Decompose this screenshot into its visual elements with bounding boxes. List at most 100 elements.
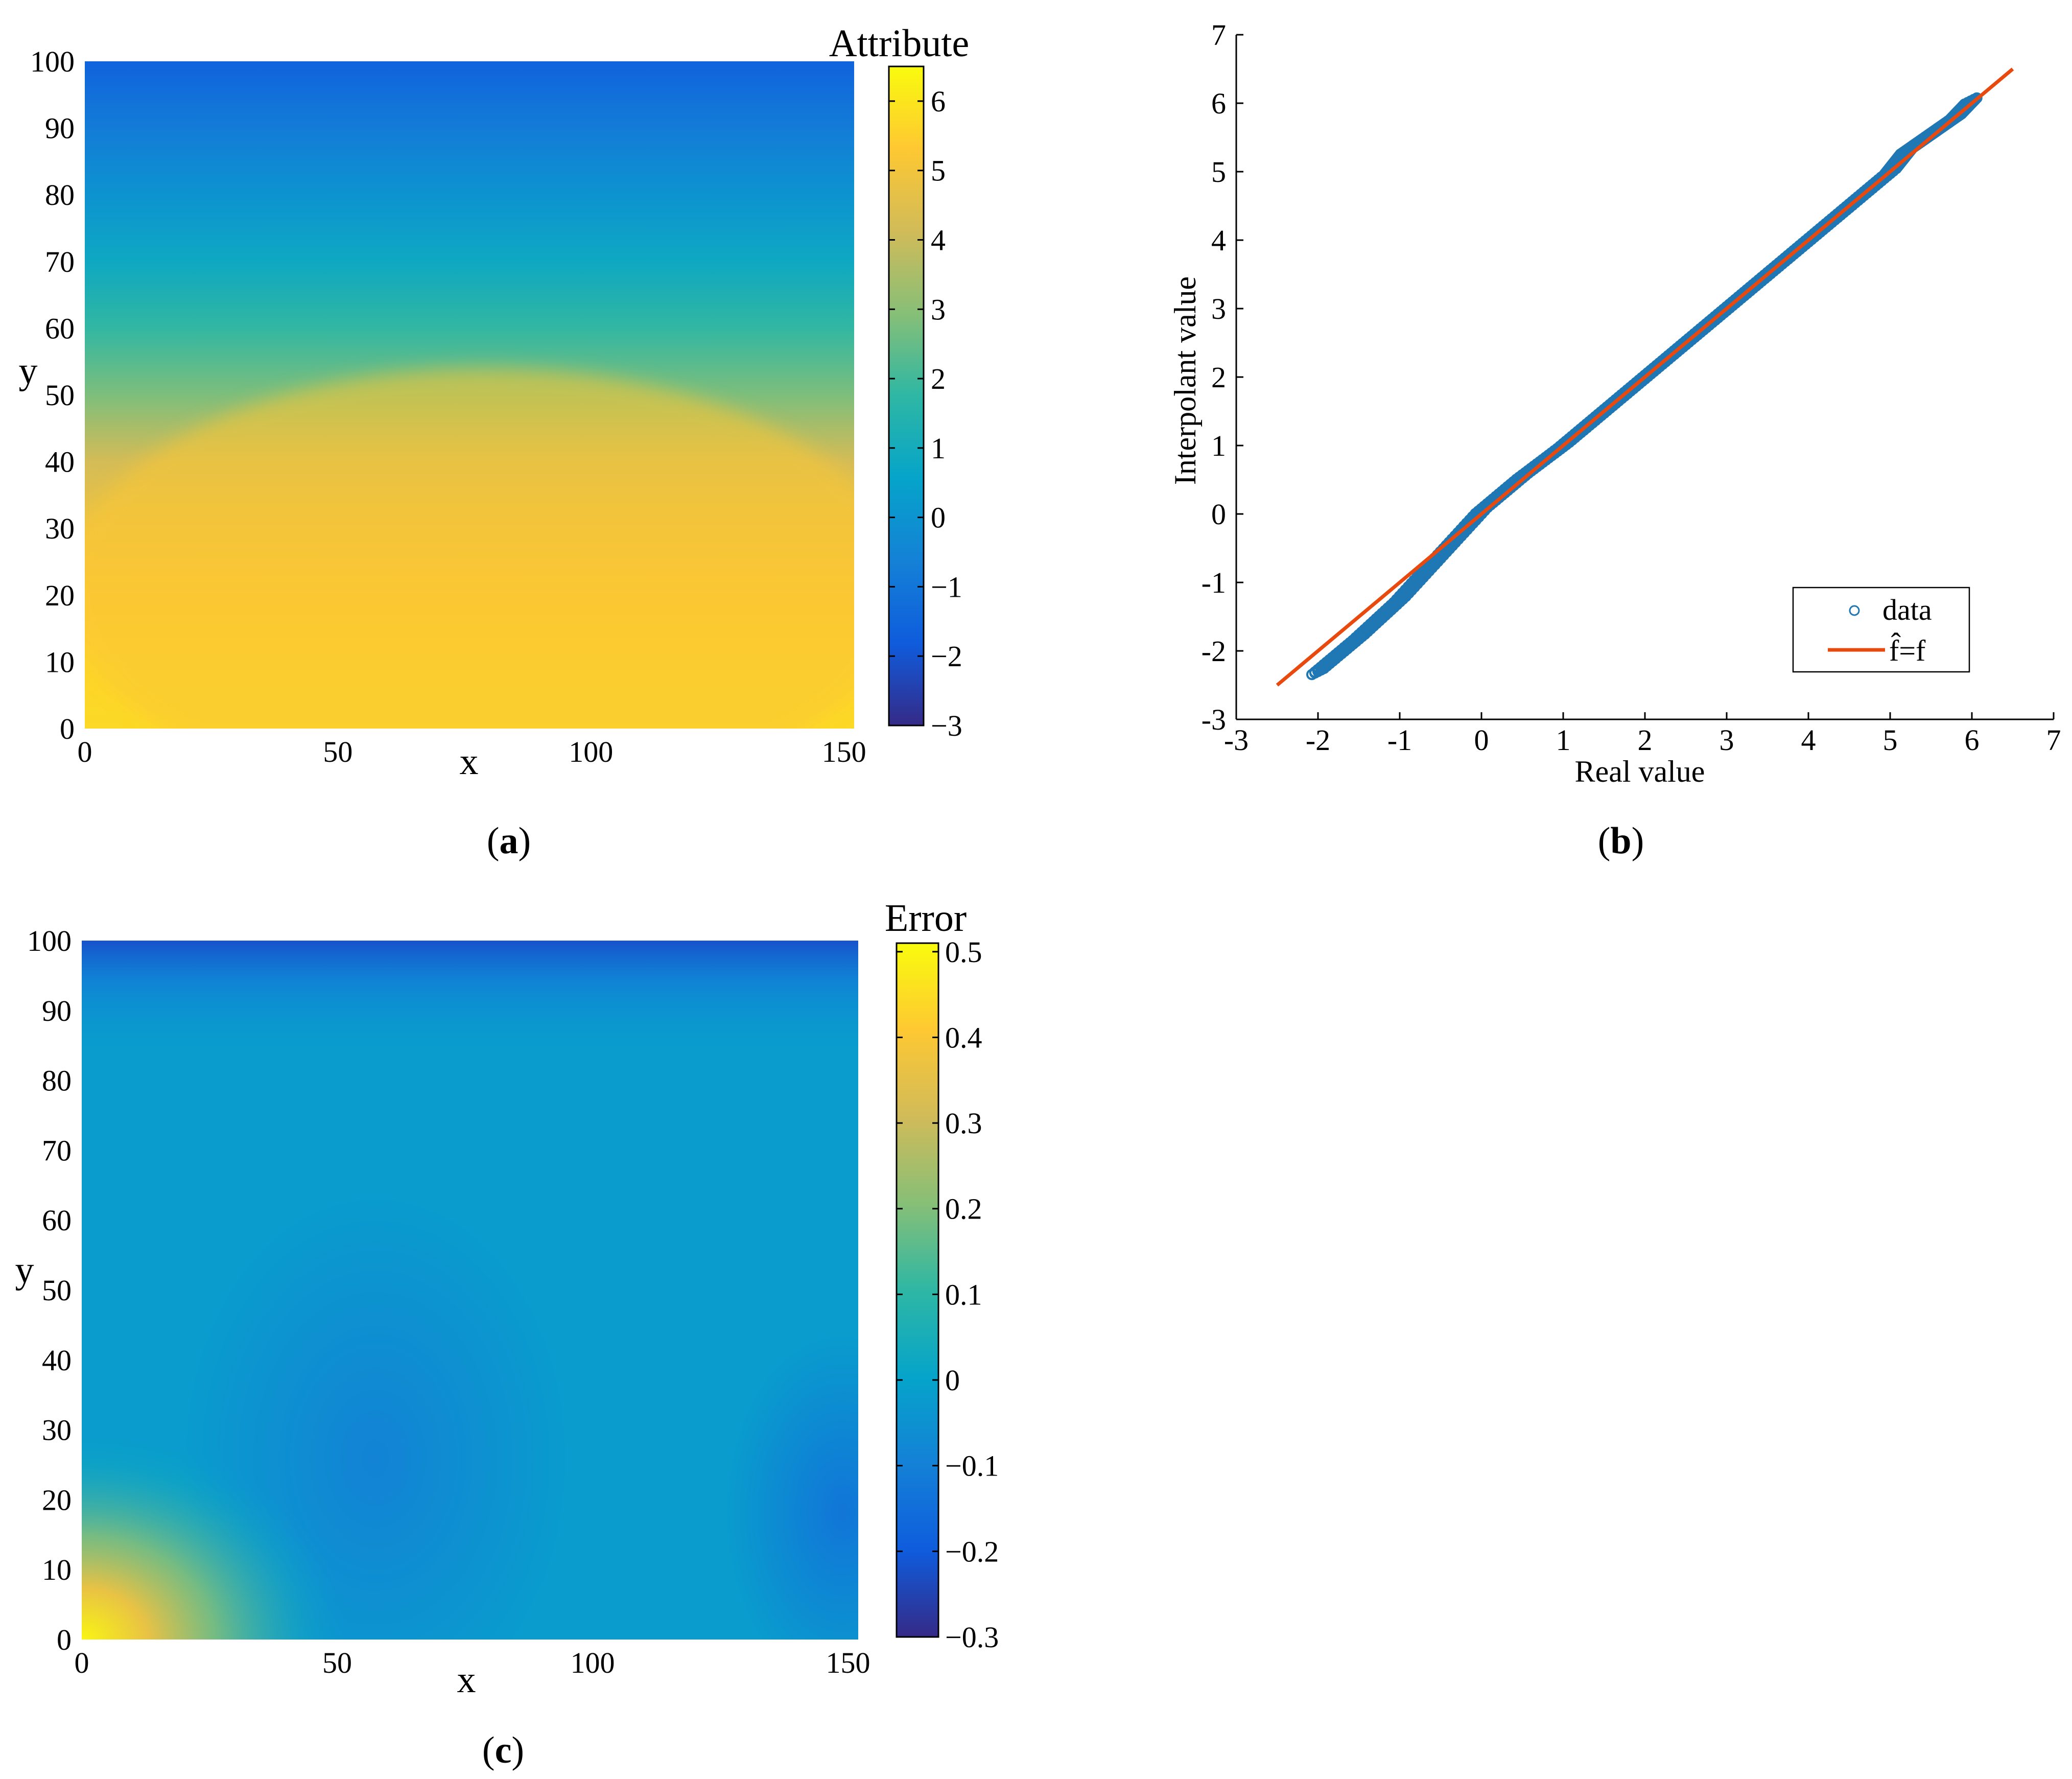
y-tick-label: 0 [60,712,75,745]
heatmap-c-corner-blob [82,1431,347,1640]
legend-b: data f̂=f [1792,587,1970,673]
x-tick-label: 50 [323,735,352,768]
x-tick-label-b: 1 [1556,723,1571,757]
y-tick-label: 100 [30,45,75,78]
panel-b: -3-3 -2 -2 -1 -1 0 0 1 1 2 2 3 3 4 4 5 5 6 6 7 7 data f̂=f R… [1168,18,2061,862]
heatmap-a-bump [85,368,854,729]
x-axis-label-a: x [460,741,479,783]
x-tick-label-b: 5 [1883,723,1898,757]
legend-data-marker [1849,605,1860,616]
y-tick-label: 50 [42,1274,72,1307]
y-tick-label: 80 [42,1064,72,1097]
y-tick-label-b: -3 [1202,703,1226,736]
axes-a: 0 50 100 150 0 10 20 30 40 50 60 70 80 90 100 [30,45,866,768]
y-tick-label-b: 4 [1211,224,1226,257]
legend-data-label: data [1882,593,1932,626]
x-tick-label-b: 2 [1638,723,1653,757]
y-tick-label: 70 [45,245,75,278]
x-tick-label: 150 [822,735,866,768]
y-tick-label: 90 [42,994,72,1027]
y-tick-label: 100 [27,924,72,957]
y-tick-label: 20 [42,1483,72,1516]
colorbar-a-tick-label: 2 [931,362,946,395]
y-tick-label: 30 [42,1414,72,1447]
colorbar-c-tick-label: 0.5 [945,935,982,969]
x-tick-label-b: 3 [1720,723,1734,757]
x-tick-label-b: 0 [1474,723,1489,757]
colorbar-c-tick-label: 0 [945,1364,960,1397]
y-tick-label: 10 [42,1553,72,1586]
x-tick-label-b: -3 [1224,723,1249,757]
y-tick-label: 40 [45,446,75,479]
scatter-data-b [1276,67,2014,687]
colorbar-a-tick-label: 6 [931,85,946,118]
y-tick-label: 50 [45,379,75,412]
y-tick-label-b: 5 [1211,155,1226,189]
y-tick-label-b: 6 [1211,87,1226,120]
colorbar-a-ticks: −3 −2 −1 0 1 2 3 4 5 6 [889,85,962,742]
y-axis-label-a: y [19,350,38,392]
colorbar-a-tick-label: −2 [931,640,962,673]
colorbar-c-tick-label: 0.4 [945,1021,982,1054]
colorbar-c-tick-label: 0.1 [945,1278,982,1311]
y-tick-label: 60 [42,1204,72,1237]
heatmap-error [82,941,858,1640]
x-tick-label: 150 [826,1646,870,1679]
colorbar-a-title: Attribute [829,22,969,65]
x-tick-label: 100 [569,735,613,768]
heatmap-a-arch [85,368,854,729]
colorbar-a-tick-label: 4 [931,223,946,256]
colorbar-c-tick-label: 0.3 [945,1107,982,1140]
colorbar-c-tick-label: 0.2 [945,1192,982,1226]
data-point [1971,92,1983,104]
x-axis-label-c: x [457,1659,476,1701]
axes-c: 0 50 100 150 0 10 20 30 40 50 60 70 80 90 100 [27,924,870,1679]
y-tick-label-b: 1 [1211,429,1226,462]
y-tick-label: 70 [42,1134,72,1167]
x-tick-label-b: 7 [2046,723,2061,757]
x-tick-label-b: -2 [1306,723,1330,757]
x-tick-label-b: -1 [1387,723,1412,757]
panel-c: 0 50 100 150 0 10 20 30 40 50 60 70 80 90 100 Error −0… [15,897,999,1771]
colorbar-a [888,65,925,727]
y-tick-label-b: -1 [1202,566,1226,599]
panel-label-a: (a) [487,820,531,862]
y-tick-label: 30 [45,512,75,545]
colorbar-a-tick-label: 1 [931,432,946,465]
colorbar-c-ticks: −0.3 −0.2 −0.1 0 0.1 0.2 0.3 0.4 0.5 [897,935,999,1654]
colorbar-a-tick-label: 0 [931,501,946,534]
legend-fit-label: f̂=f [1889,633,1926,667]
y-tick-label: 90 [45,112,75,145]
colorbar-a-tick-label: 3 [931,293,946,326]
axes-b: -3-3 -2 -2 -1 -1 0 0 1 1 2 2 3 3 4 4 5 5 6 6 7 7 [1202,18,2061,757]
y-tick-label-b: 2 [1211,361,1226,394]
y-axis-label-c: y [15,1249,34,1291]
x-tick-label-b: 6 [1965,723,1980,757]
heatmap-c-top-edge [82,941,858,1058]
x-axis-label-b: Real value [1575,755,1705,788]
y-tick-label: 40 [42,1344,72,1377]
colorbar-c-tick-label: −0.1 [945,1449,999,1483]
y-tick-label-b: 3 [1211,292,1226,325]
y-tick-label-b: -2 [1202,635,1226,668]
x-tick-label-b: 4 [1801,723,1816,757]
x-tick-label: 0 [78,735,92,768]
fit-line [1276,67,2014,687]
panel-label-b: (b) [1598,820,1644,862]
heatmap-c-right-blob [725,1333,858,1640]
colorbar-c-title: Error [885,897,967,940]
colorbar-c-tick-label: −0.2 [945,1535,999,1568]
colorbar-a-tick-label: −3 [931,709,962,742]
legend-box [1792,587,1970,673]
y-tick-label-b: 0 [1211,498,1226,531]
colorbar-c-tick-label: −0.3 [945,1621,999,1654]
y-tick-label: 80 [45,178,75,212]
y-tick-label: 0 [57,1623,72,1656]
x-tick-label: 100 [571,1646,615,1679]
y-tick-label: 60 [45,312,75,345]
x-tick-label: 50 [322,1646,352,1679]
panel-label-c: (c) [482,1729,524,1771]
y-tick-label: 10 [45,645,75,678]
